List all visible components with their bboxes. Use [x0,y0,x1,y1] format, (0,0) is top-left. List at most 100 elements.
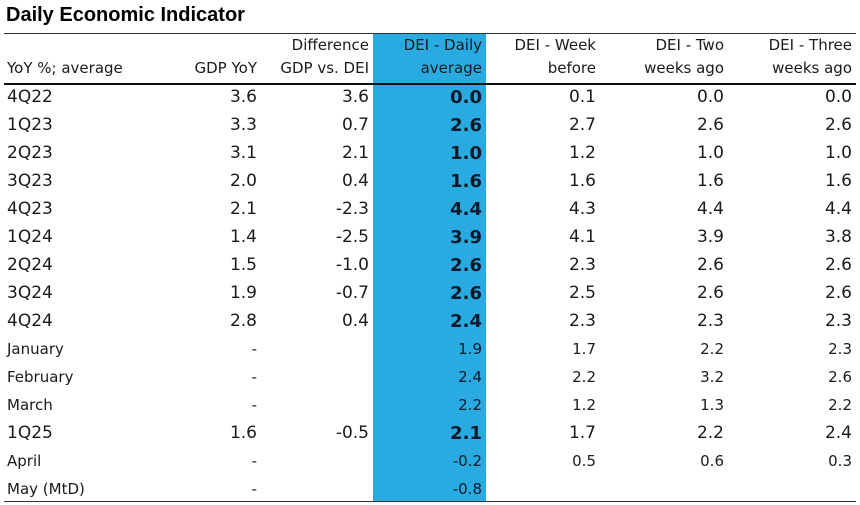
row-label: 3Q23 [7,171,53,191]
table-cell: 2.4 [824,423,852,443]
table-cell: 4.4 [450,198,482,220]
table-cell: 0.1 [568,87,596,107]
row-label: 4Q22 [7,87,53,107]
table-cell: 2.3 [568,311,596,331]
column-header: DEI - Two weeks ago [644,36,724,77]
table-cell: 2.1 [341,143,369,163]
table-cell: 2.6 [450,114,482,136]
table-cell: -0.5 [335,423,369,443]
table-cell: 3.9 [696,227,724,247]
table-cell: 1.6 [824,171,852,191]
column-header: DEI - Daily average [403,36,482,77]
table-cell: 1.5 [229,255,257,275]
row-label: May (MtD) [7,480,85,498]
table-cell: 2.7 [568,115,596,135]
bottom-rule [4,501,856,502]
row-label: 2Q24 [7,255,53,275]
dei-daily-highlight [373,33,486,502]
top-rule [4,33,856,34]
table-cell: 1.2 [572,396,596,414]
row-label: 1Q25 [7,423,53,443]
table-cell: 2.4 [450,310,482,332]
table-cell: 0.6 [700,452,724,470]
table-cell: 0.5 [572,452,596,470]
table-cell: 2.2 [700,340,724,358]
table-cell: 2.3 [696,311,724,331]
table-cell: 0.0 [450,86,482,108]
table-cell: 1.9 [229,283,257,303]
table-row: 1Q24 1.4 -2.5 3.9 4.1 3.9 3.8 [4,223,856,251]
table-cell: 2.0 [229,171,257,191]
table-cell: 2.6 [824,255,852,275]
table-cell: 4.3 [568,199,596,219]
table-cell [261,391,373,419]
table-row: 4Q24 2.8 0.4 2.4 2.3 2.3 2.3 [4,307,856,335]
table-cell: 1.0 [824,143,852,163]
table-cell: 2.1 [450,422,482,444]
table-cell: 2.2 [572,368,596,386]
table-cell: 3.9 [450,226,482,248]
table-row: 1Q25 1.6 -0.5 2.1 1.7 2.2 2.4 [4,419,856,447]
table-cell: -0.2 [452,452,482,470]
table-row: 2Q24 1.5 -1.0 2.6 2.3 2.6 2.6 [4,251,856,279]
table-cell: 2.3 [828,340,852,358]
table-row: 3Q23 2.0 0.4 1.6 1.6 1.6 1.6 [4,167,856,195]
table-cell: - [251,368,257,386]
header-row: YoY %; average GDP YoY Difference GDP vs.… [4,34,856,83]
table-cell: 0.4 [341,171,369,191]
table-row: 4Q22 3.6 3.6 0.0 0.1 0.0 0.0 [4,83,856,111]
table-cell: 2.4 [458,368,482,386]
table-cell: 0.4 [341,311,369,331]
table-cell: 2.5 [568,283,596,303]
table-cell: 2.8 [229,311,257,331]
row-label: February [7,368,74,386]
table-cell [261,447,373,475]
table-cell: -2.3 [335,199,369,219]
table-cell: 3.8 [824,227,852,247]
table-cell: 1.4 [229,227,257,247]
table-row: 4Q23 2.1 -2.3 4.4 4.3 4.4 4.4 [4,195,856,223]
table-cell: 4.4 [824,199,852,219]
column-header: Difference GDP vs. DEI [280,36,369,77]
table-cell: 0.0 [824,87,852,107]
table-title: Daily Economic Indicator [6,4,245,26]
table-cell: 2.6 [450,282,482,304]
table-cell: 2.6 [824,115,852,135]
table-cell: 3.3 [229,115,257,135]
table-cell: -0.7 [335,283,369,303]
table-cell: 1.6 [696,171,724,191]
table-cell: 1.7 [568,423,596,443]
table-cell: 3.1 [229,143,257,163]
table-cell [600,475,728,503]
row-label: 4Q23 [7,199,53,219]
table-cell: 4.1 [568,227,596,247]
table-cell: 1.9 [458,340,482,358]
row-label: 1Q23 [7,115,53,135]
table-row: February - 2.4 2.2 3.2 2.6 [4,363,856,391]
table-cell [261,335,373,363]
table-row: 3Q24 1.9 -0.7 2.6 2.5 2.6 2.6 [4,279,856,307]
table-cell: 1.7 [572,340,596,358]
table-cell: 2.1 [229,199,257,219]
table-cell: -2.5 [335,227,369,247]
column-header: DEI - Week before [514,36,597,77]
table-cell: 2.6 [828,368,852,386]
table-cell: 2.6 [696,283,724,303]
table-cell: 0.7 [341,115,369,135]
table-cell: 0.0 [696,87,724,107]
table-cell: - [251,340,257,358]
table-cell: 3.2 [700,368,724,386]
table-row: 1Q23 3.3 0.7 2.6 2.7 2.6 2.6 [4,111,856,139]
table-cell: 1.3 [700,396,724,414]
column-header: YoY %; average [7,59,123,77]
table-cell: - [251,452,257,470]
table-cell: - [251,480,257,498]
row-label: April [7,452,42,470]
table-row: May (MtD) - -0.8 [4,475,856,503]
table-cell: 1.6 [568,171,596,191]
table-cell: 0.3 [828,452,852,470]
table-cell [728,475,856,503]
table-cell: 2.6 [824,283,852,303]
indicator-table: YoY %; average GDP YoY Difference GDP vs.… [4,34,856,503]
table-row: March - 2.2 1.2 1.3 2.2 [4,391,856,419]
